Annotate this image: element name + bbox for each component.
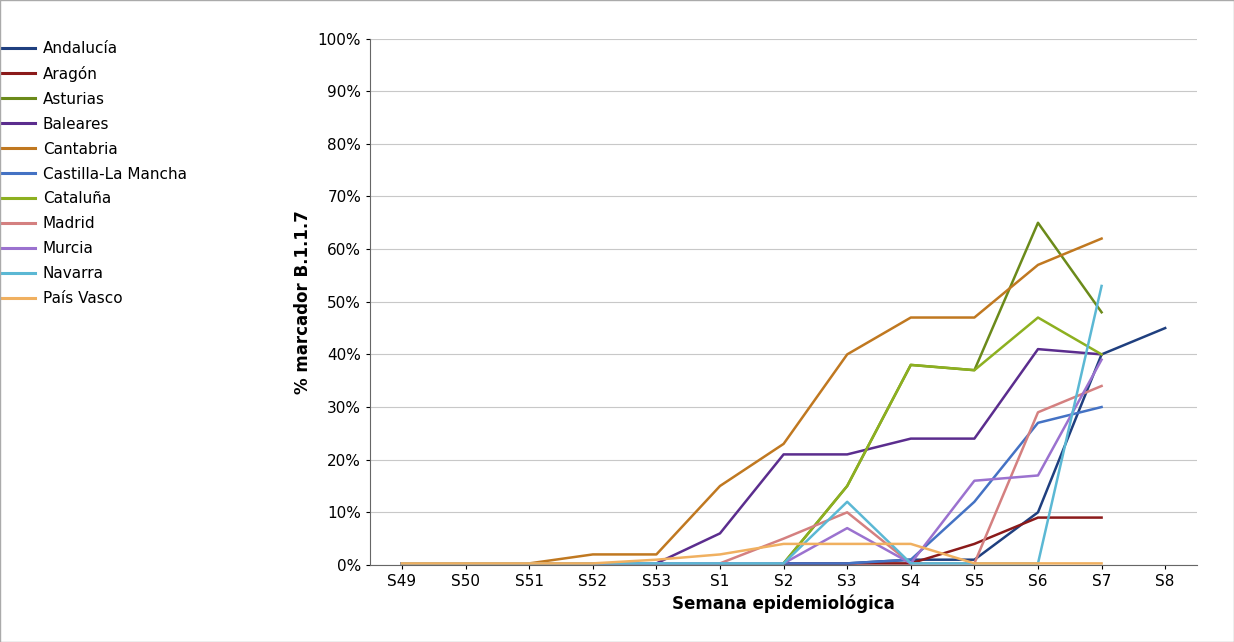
Legend: Andalucía, Aragón, Asturias, Baleares, Cantabria, Castilla-La Mancha, Cataluña, : Andalucía, Aragón, Asturias, Baleares, C… <box>1 41 186 306</box>
X-axis label: Semana epidemiológica: Semana epidemiológica <box>673 594 895 613</box>
Y-axis label: % marcador B.1.1.7: % marcador B.1.1.7 <box>294 210 312 394</box>
